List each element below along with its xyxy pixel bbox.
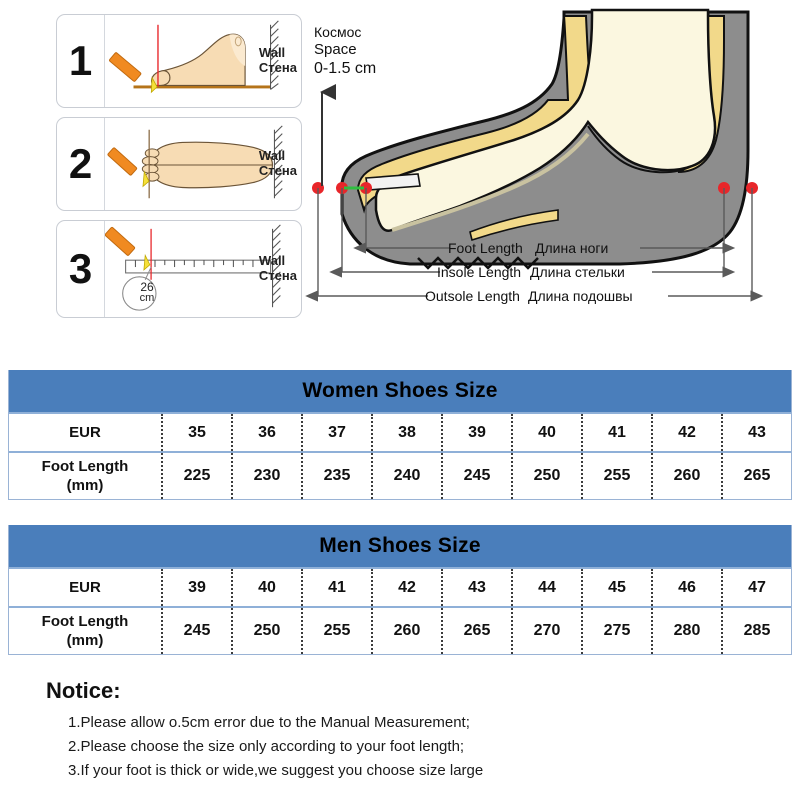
table-cell: 245 <box>161 608 231 654</box>
row-header-label: Foot Length <box>41 458 129 476</box>
step-number: 1 <box>57 15 105 107</box>
table-cell: 39 <box>161 569 231 606</box>
instruction-step-1: 1 <box>56 14 302 108</box>
table-row: EUR 39 40 41 42 43 44 45 46 47 <box>9 567 791 606</box>
table-cell: 35 <box>161 414 231 451</box>
outsole-length-label-en: Outsole Length <box>425 288 520 304</box>
table-cell: 43 <box>441 569 511 606</box>
row-header: EUR <box>9 569 161 606</box>
step-1-illustration <box>105 15 301 107</box>
space-label-en: Space <box>314 41 357 59</box>
step-3-illustration <box>105 221 301 317</box>
row-header: EUR <box>9 414 161 451</box>
women-shoes-size-table: Women Shoes Size EUR 35 36 37 38 39 40 4… <box>8 370 792 500</box>
table-cell: 41 <box>301 569 371 606</box>
row-header-label: EUR <box>69 423 101 441</box>
table-row: Foot Length (mm) 245 250 255 260 265 270… <box>9 606 791 654</box>
table-cell: 230 <box>231 453 301 499</box>
wall-label-2: Wall Стена <box>258 148 297 179</box>
table-cell: 44 <box>511 569 581 606</box>
ruler-callout: 26 cm <box>127 281 167 304</box>
ruler-value: 26 <box>140 280 154 294</box>
row-header: Foot Length (mm) <box>9 608 161 654</box>
table-cell: 225 <box>161 453 231 499</box>
wall-label-en: Wall <box>258 45 286 61</box>
wall-label-ru: Стена <box>258 60 297 75</box>
table-cell: 42 <box>371 569 441 606</box>
table-title: Women Shoes Size <box>9 370 791 412</box>
wall-label-ru: Стена <box>258 163 297 178</box>
space-label: Космос Space 0-1.5 cm <box>314 24 376 79</box>
notice-item: 3.If your foot is thick or wide,we sugge… <box>68 762 484 779</box>
ruler-unit: cm <box>139 292 155 304</box>
insole-length-label-en: Insole Length <box>437 264 522 280</box>
table-cell: 39 <box>441 414 511 451</box>
outsole-length-label-ru: Длина подошвы <box>528 288 633 304</box>
notice-section: Notice: 1.Please allow o.5cm error due t… <box>46 678 746 786</box>
table-cell: 270 <box>511 608 581 654</box>
table-cell: 255 <box>581 453 651 499</box>
table-cell: 46 <box>651 569 721 606</box>
row-header-label: EUR <box>69 578 101 596</box>
step-number: 2 <box>57 118 105 210</box>
foot-length-label-ru: Длина ноги <box>535 240 609 256</box>
table-cell: 38 <box>371 414 441 451</box>
table-cell: 265 <box>721 453 791 499</box>
step-number: 3 <box>57 221 105 317</box>
table-cell: 40 <box>231 569 301 606</box>
instruction-step-3: 3 <box>56 220 302 318</box>
table-cell: 265 <box>441 608 511 654</box>
table-cell: 45 <box>581 569 651 606</box>
wall-label-en: Wall <box>258 253 286 269</box>
notice-list: 1.Please allow o.5cm error due to the Ma… <box>46 714 746 779</box>
table-cell: 43 <box>721 414 791 451</box>
wall-label-en: Wall <box>258 148 286 164</box>
table-title: Men Shoes Size <box>9 525 791 567</box>
men-shoes-size-table: Men Shoes Size EUR 39 40 41 42 43 44 45 … <box>8 525 792 655</box>
table-cell: 255 <box>301 608 371 654</box>
notice-item: 1.Please allow o.5cm error due to the Ma… <box>68 714 470 731</box>
table-cell: 41 <box>581 414 651 451</box>
row-header-unit: (mm) <box>66 476 104 494</box>
table-cell: 245 <box>441 453 511 499</box>
shoe-cross-section-diagram: Космос Space 0-1.5 cm Foot Length Длина … <box>300 0 800 320</box>
table-row: Foot Length (mm) 225 230 235 240 245 250… <box>9 451 791 499</box>
table-cell: 250 <box>231 608 301 654</box>
table-cell: 42 <box>651 414 721 451</box>
table-cell: 275 <box>581 608 651 654</box>
table-cell: 285 <box>721 608 791 654</box>
table-cell: 37 <box>301 414 371 451</box>
table-cell: 240 <box>371 453 441 499</box>
row-header-unit: (mm) <box>66 631 104 649</box>
table-cell: 235 <box>301 453 371 499</box>
table-row: EUR 35 36 37 38 39 40 41 42 43 <box>9 412 791 451</box>
table-cell: 280 <box>651 608 721 654</box>
table-cell: 260 <box>651 453 721 499</box>
row-header: Foot Length (mm) <box>9 453 161 499</box>
instruction-step-2: 2 <box>56 117 302 211</box>
notice-item: 2.Please choose the size only according … <box>68 738 465 755</box>
table-cell: 250 <box>511 453 581 499</box>
table-cell: 40 <box>511 414 581 451</box>
wall-label-1: Wall Стена <box>258 45 297 76</box>
row-header-label: Foot Length <box>41 613 129 631</box>
insole-length-label-ru: Длина стельки <box>530 264 625 280</box>
table-cell: 260 <box>371 608 441 654</box>
table-cell: 47 <box>721 569 791 606</box>
wall-label-3: Wall Стена <box>258 253 297 284</box>
space-label-ru: Космос <box>314 24 362 40</box>
measurement-instructions: 1 <box>56 14 304 320</box>
table-cell: 36 <box>231 414 301 451</box>
step-2-illustration <box>105 118 301 210</box>
foot-length-label-en: Foot Length <box>448 240 523 256</box>
wall-label-ru: Стена <box>258 268 297 283</box>
space-value: 0-1.5 cm <box>314 60 377 78</box>
notice-heading: Notice: <box>46 678 121 703</box>
